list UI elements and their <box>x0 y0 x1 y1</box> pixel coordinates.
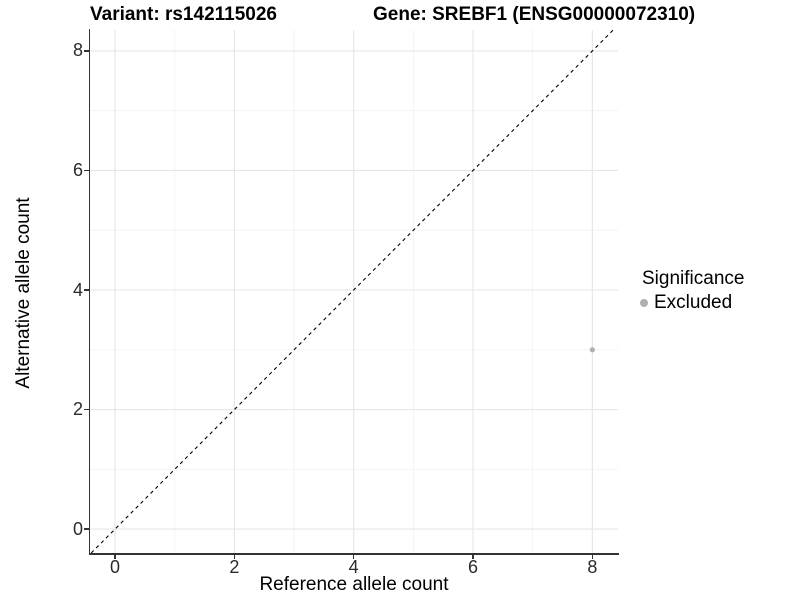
x-tick-mark <box>114 554 116 559</box>
y-axis-title: Alternative allele count <box>13 197 34 389</box>
x-tick-label: 4 <box>348 557 359 577</box>
x-tick-label: 6 <box>468 557 479 577</box>
y-axis-line <box>88 29 91 555</box>
x-tick-label: 2 <box>229 557 240 577</box>
plot-panel <box>90 29 618 554</box>
x-tick-mark <box>591 554 594 559</box>
legend: Significance Excluded <box>631 268 744 314</box>
data-point-excluded <box>589 347 595 353</box>
y-tick-label: 4 <box>72 279 83 300</box>
x-axis-line <box>88 553 619 555</box>
x-tick-mark <box>472 554 474 559</box>
x-tick-mark <box>233 554 236 559</box>
y-tick-label: 2 <box>72 399 83 420</box>
x-axis-title: Reference allele count <box>259 574 449 595</box>
legend-item-label: Excluded <box>654 292 733 313</box>
y-tick-mark <box>84 289 89 291</box>
chart-canvas <box>90 29 618 554</box>
x-tick-label: 8 <box>587 557 598 577</box>
y-tick-label: 8 <box>72 40 83 61</box>
plot-title-gene: Gene: SREBF1 (ENSG00000072310) <box>373 4 696 25</box>
x-tick-label: 0 <box>110 557 121 577</box>
y-tick-mark <box>84 169 89 172</box>
y-tick-label: 6 <box>72 159 83 180</box>
excluded-point-icon <box>640 299 648 307</box>
legend-item-excluded: Excluded <box>631 292 744 314</box>
identity-dashed-line <box>90 29 614 554</box>
legend-title: Significance <box>642 268 745 289</box>
y-tick-mark <box>84 528 89 530</box>
y-tick-label: 0 <box>72 518 83 539</box>
y-tick-mark <box>84 408 89 411</box>
plot-title-variant: Variant: rs142115026 <box>90 4 277 25</box>
x-tick-mark <box>352 554 355 559</box>
y-tick-mark <box>84 50 89 52</box>
